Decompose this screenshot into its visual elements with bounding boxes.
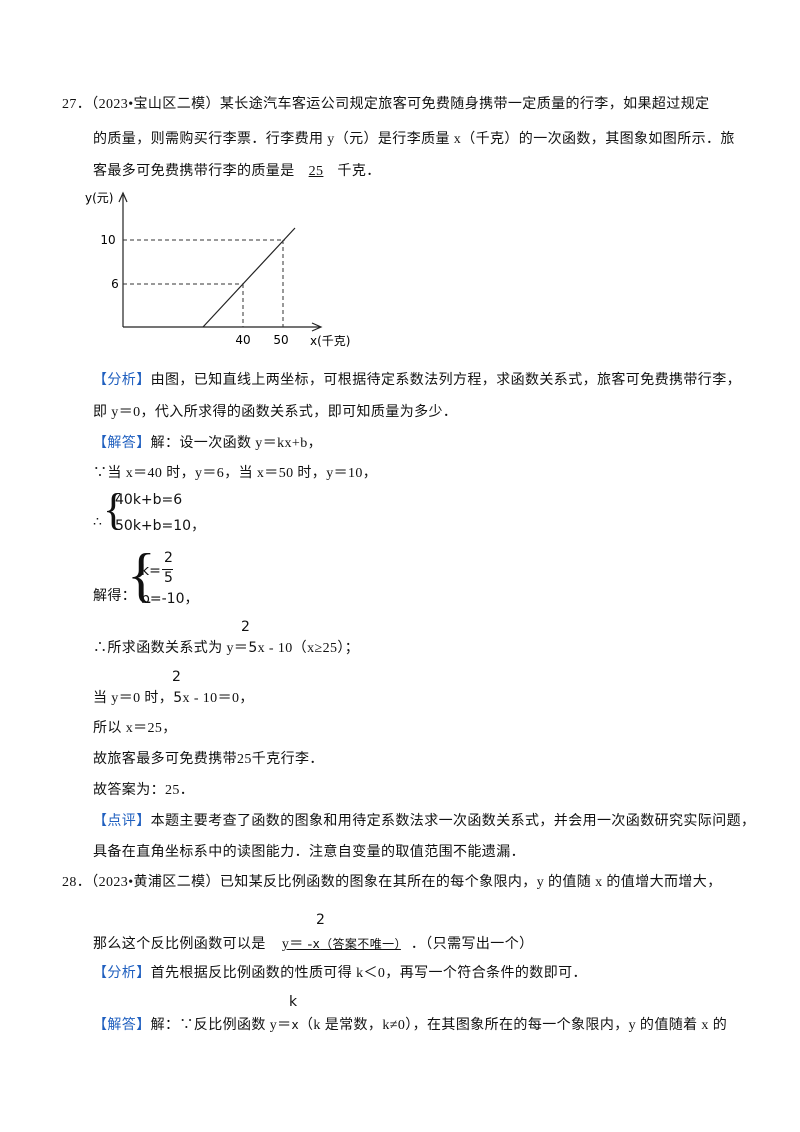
fraction-bar bbox=[162, 569, 173, 570]
x-axis-label: x(千克) bbox=[310, 334, 350, 348]
equation: 40k+b=6 bbox=[115, 492, 183, 508]
solution: （k 是常数，k≠0），在其图象所在的每一个象限内，y 的值随着 x 的 bbox=[299, 1018, 728, 1033]
comment: 本题主要考查了函数的图象和用待定系数法求一次函数关系式，并会用一次函数研究实际问… bbox=[150, 814, 756, 829]
tag: 【点评】 bbox=[93, 814, 151, 829]
solution: x - 10（x≥25）； bbox=[257, 641, 360, 656]
comment: 具备在直角坐标系中的读图能力．注意自变量的取值范围不能遗漏． bbox=[93, 845, 525, 860]
line: 27．（2023•宝山区二模）某长途汽车客运公司规定旅客可免费随身携带一定质量的… bbox=[62, 96, 710, 114]
equation: k= bbox=[141, 563, 161, 579]
y-tick-label: 10 bbox=[100, 233, 115, 247]
solution: 解：设一次函数 y＝kx+b， bbox=[150, 436, 323, 451]
question-number: 27． bbox=[62, 97, 92, 112]
denominator: 5 bbox=[173, 690, 183, 706]
stem: 的质量，则需购买行李票．行李费用 y（元）是行李质量 x（千克）的一次函数，其图… bbox=[93, 132, 735, 147]
figure: y(元) x(千克) 10 6 40 50 bbox=[85, 191, 350, 348]
numerator: 2 bbox=[241, 619, 250, 635]
solution: 当 y＝0 时， bbox=[93, 691, 174, 706]
solution: x - 10＝0， bbox=[182, 691, 254, 706]
solution: 故旅客最多可免费携带25千克行李． bbox=[93, 752, 324, 767]
solution: ∴所求函数关系式为 y＝ bbox=[93, 641, 249, 656]
line: 当 y＝0 时，5x - 10＝0， bbox=[93, 689, 254, 708]
line: 28．（2023•黄浦区二模）已知某反比例函数的图象在其所在的每个象限内，y 的… bbox=[62, 874, 722, 892]
tag: 【分析】 bbox=[93, 966, 151, 981]
stem: 千克． bbox=[337, 164, 381, 179]
denominator: 5 bbox=[164, 570, 173, 586]
stem: ．（只需写出一个） bbox=[410, 937, 534, 952]
solution: 解：∵反比例函数 y＝ bbox=[150, 1018, 292, 1033]
line: 【分析】首先根据反比例函数的性质可得 k＜0，再写一个符合条件的数即可． bbox=[93, 965, 587, 983]
arrow bbox=[311, 322, 323, 332]
tag: 【解答】 bbox=[93, 1018, 151, 1033]
line: 【点评】本题主要考查了函数的图象和用待定系数法求一次函数关系式，并会用一次函数研… bbox=[93, 813, 755, 831]
equation: b=-10， bbox=[141, 591, 199, 607]
solution: 所以 x＝25， bbox=[93, 721, 177, 736]
arrow bbox=[118, 191, 128, 203]
denominator: 5 bbox=[248, 640, 258, 656]
brace: { bbox=[127, 542, 156, 608]
answer-part: （答案不唯一） bbox=[320, 937, 401, 951]
solution: ∵当 x＝40 时，y＝6，当 x＝50 时，y＝10， bbox=[93, 466, 378, 481]
source: （2023•黄浦区二模） bbox=[91, 875, 220, 890]
line: 【解答】解：设一次函数 y＝kx+b， bbox=[93, 435, 322, 453]
numerator: 2 bbox=[164, 550, 173, 566]
x-tick-label: 50 bbox=[273, 333, 288, 347]
therefore: ∴ bbox=[93, 515, 103, 530]
line: 客最多可免费携带行李的质量是 25 千克． bbox=[93, 163, 381, 181]
line: 【分析】由图，已知直线上两坐标，可根据待定系数法列方程，求函数关系式，旅客可免费… bbox=[93, 372, 741, 390]
y-tick-label: 6 bbox=[111, 277, 119, 291]
denominator: x bbox=[291, 1018, 300, 1032]
line: 【解答】解：∵反比例函数 y＝x（k 是常数，k≠0），在其图象所在的每一个象限… bbox=[93, 1016, 727, 1035]
equation: 50k+b=10， bbox=[115, 518, 206, 534]
solved-label: 解得： bbox=[93, 589, 137, 604]
numerator: k bbox=[289, 994, 298, 1010]
stem: 已知某反比例函数的图象在其所在的每个象限内，y 的值随 x 的值增大而增大， bbox=[219, 875, 722, 890]
answer: 25 bbox=[308, 164, 324, 179]
solution: 故答案为：25． bbox=[93, 783, 195, 798]
y-axis-label: y(元) bbox=[85, 191, 113, 205]
numerator: 2 bbox=[172, 669, 181, 685]
line: 那么这个反比例函数可以是 y＝ -x（答案不唯一） ．（只需写出一个） bbox=[93, 935, 534, 954]
tag: 【解答】 bbox=[93, 436, 151, 451]
x-tick-label: 40 bbox=[235, 333, 250, 347]
stem: 客最多可免费携带行李的质量是 bbox=[93, 164, 295, 179]
answer-part: y＝ - bbox=[281, 937, 313, 952]
source: （2023•宝山区二模） bbox=[91, 97, 220, 112]
stem: 那么这个反比例函数可以是 bbox=[93, 937, 266, 952]
numerator: 2 bbox=[316, 912, 325, 928]
line: ∴所求函数关系式为 y＝5x - 10（x≥25）； bbox=[93, 639, 359, 658]
function-line bbox=[202, 227, 296, 328]
stem: 某长途汽车客运公司规定旅客可免费随身携带一定质量的行李，如果超过规定 bbox=[219, 97, 710, 112]
tag: 【分析】 bbox=[93, 373, 151, 388]
denominator: x bbox=[312, 937, 321, 951]
answer: y＝ -x（答案不唯一） bbox=[266, 937, 411, 952]
brace: { bbox=[103, 485, 125, 534]
analysis: 由图，已知直线上两坐标，可根据待定系数法列方程，求函数关系式，旅客可免费携带行李… bbox=[150, 373, 742, 388]
analysis: 首先根据反比例函数的性质可得 k＜0，再写一个符合条件的数即可． bbox=[150, 966, 587, 981]
question-number: 28． bbox=[62, 875, 92, 890]
analysis: 即 y＝0，代入所求得的函数关系式，即可知质量为多少． bbox=[93, 405, 458, 420]
